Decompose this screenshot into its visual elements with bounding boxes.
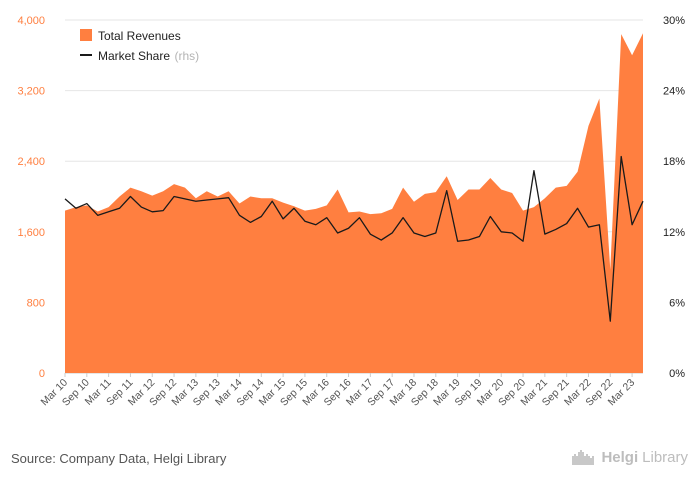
legend-label-market-share: Market Share (rhs) <box>98 47 199 64</box>
right-tick-label: 30% <box>663 15 685 27</box>
legend-label-market-share-name: Market Share <box>98 49 170 63</box>
left-tick-label: 4,000 <box>17 15 45 27</box>
legend: Total Revenues Market Share (rhs) <box>80 29 199 64</box>
logo-text-helgi: Helgi <box>601 449 639 466</box>
revenue-area <box>65 33 643 374</box>
right-tick-label: 24% <box>663 86 685 98</box>
left-tick-label: 2,400 <box>17 156 45 168</box>
market-share-line-path <box>64 155 644 322</box>
total-revenues-area <box>65 33 643 374</box>
source-note: Source: Company Data, Helgi Library <box>11 451 227 466</box>
right-axis: 0% 6% 12% 18% 24% 30% <box>663 15 685 380</box>
left-tick-label: 800 <box>27 297 45 309</box>
legend-swatch-total-revenues <box>80 29 92 41</box>
castle-icon <box>572 449 595 465</box>
right-tick-label: 18% <box>663 156 685 168</box>
helgi-library-logo: Helgi Library <box>571 449 688 466</box>
legend-label-market-share-note: (rhs) <box>174 49 199 63</box>
right-tick-label: 6% <box>669 297 685 309</box>
logo-text-library: Library <box>642 449 688 466</box>
left-axis: 0 800 1,600 2,400 3,200 4,000 <box>17 15 45 380</box>
left-tick-label: 0 <box>39 368 45 380</box>
left-tick-label: 3,200 <box>17 86 45 98</box>
left-tick-label: 1,600 <box>17 227 45 239</box>
market-share-line <box>64 155 644 322</box>
right-tick-label: 0% <box>669 368 685 380</box>
legend-label-total-revenues: Total Revenues <box>98 29 181 43</box>
right-tick-label: 12% <box>663 227 685 239</box>
